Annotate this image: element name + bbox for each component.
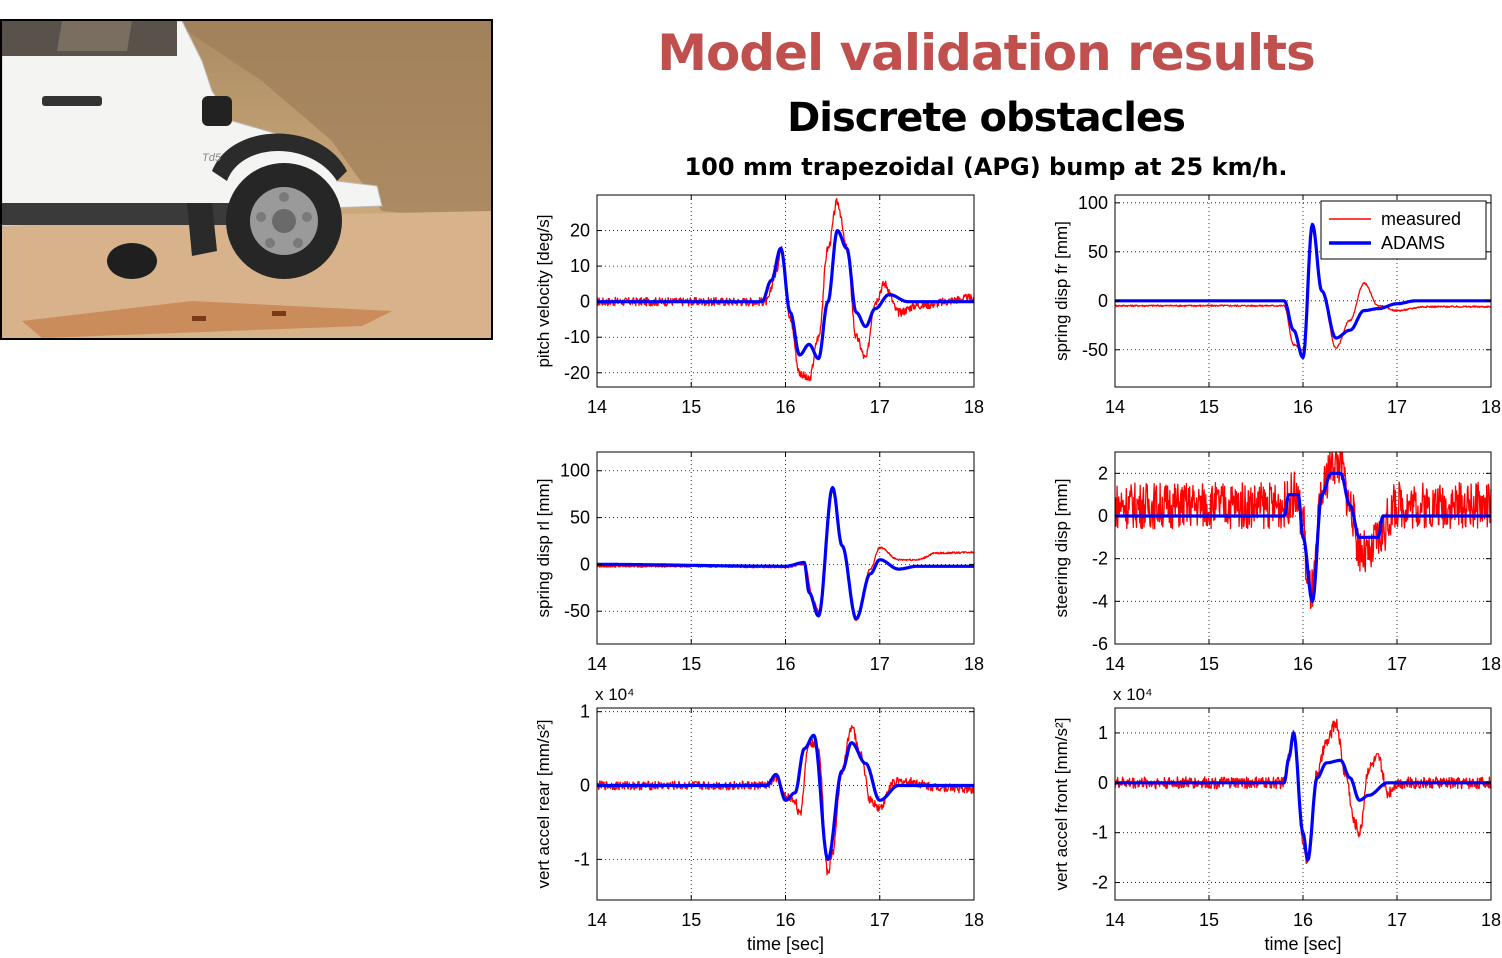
x-tick-label: 17 — [1387, 654, 1407, 674]
x-tick-label: 18 — [1481, 397, 1501, 417]
chart-5: 14 15 16 17 18 -1 0 1 vert accel rear [mm/s²] tim… — [534, 685, 984, 954]
vehicle-photo: Td5 — [0, 19, 493, 340]
y-axis-label: spring disp rl [mm] — [534, 479, 553, 618]
y-tick-label: -50 — [1082, 340, 1108, 360]
axis-multiplier: x 10⁴ — [595, 685, 634, 704]
x-tick-label: 15 — [681, 397, 701, 417]
series-adams-line — [596, 229, 975, 361]
x-axis-label: time [sec] — [1264, 934, 1341, 954]
x-tick-label: 15 — [681, 654, 701, 674]
x-tick-label: 17 — [870, 397, 890, 417]
y-tick-label: -2 — [1092, 873, 1108, 893]
x-tick-label: 18 — [964, 397, 984, 417]
y-tick-label: -1 — [574, 849, 590, 869]
y-tick-label: -20 — [564, 363, 590, 383]
x-tick-label: 17 — [1387, 397, 1407, 417]
y-tick-label: -6 — [1092, 634, 1108, 654]
x-tick-label: 18 — [1481, 910, 1501, 930]
chart-1: 14 15 16 17 18 -20 -10 0 10 20 pitch velocity [deg… — [534, 194, 984, 417]
y-tick-label: 0 — [580, 776, 590, 796]
y-tick-label: 0 — [1098, 291, 1108, 311]
x-tick-label: 15 — [1199, 654, 1219, 674]
page-subtitle: Discrete obstacles — [787, 95, 1186, 141]
y-tick-label: 1 — [1098, 723, 1108, 743]
y-axis-label: pitch velocity [deg/s] — [534, 214, 553, 367]
y-tick-label: -1 — [1092, 823, 1108, 843]
x-tick-label: 14 — [1105, 654, 1125, 674]
chart-6: 14 15 16 17 18 -2 -1 0 1 vert accel front [mm/s²]… — [1052, 685, 1501, 954]
series-adams-line — [1114, 222, 1492, 360]
vehicle-photo-illustration: Td5 — [2, 21, 491, 338]
y-tick-label: 50 — [570, 508, 590, 528]
vehicle-badge: Td5 — [202, 152, 222, 164]
x-tick-label: 14 — [587, 397, 607, 417]
y-tick-label: -4 — [1092, 591, 1108, 611]
y-axis-label: vert accel front [mm/s²] — [1052, 718, 1071, 891]
legend-label: ADAMS — [1381, 233, 1445, 253]
x-axis-label: time [sec] — [747, 934, 824, 954]
x-tick-label: 15 — [1199, 910, 1219, 930]
x-tick-label: 16 — [775, 654, 795, 674]
y-tick-label: 50 — [1088, 242, 1108, 262]
x-tick-label: 14 — [1105, 910, 1125, 930]
y-tick-label: 100 — [560, 461, 590, 481]
y-tick-label: -2 — [1092, 549, 1108, 569]
chart-4: 14 15 16 17 18 -6 -4 -2 0 2 steering disp [mm] — [1052, 451, 1501, 674]
y-tick-label: 0 — [1098, 773, 1108, 793]
y-tick-label: 2 — [1098, 463, 1108, 483]
y-axis-label: spring disp fr [mm] — [1052, 221, 1071, 361]
y-tick-label: -10 — [564, 327, 590, 347]
x-tick-label: 17 — [1387, 910, 1407, 930]
x-tick-label: 15 — [681, 910, 701, 930]
x-tick-label: 16 — [775, 397, 795, 417]
x-tick-label: 14 — [1105, 397, 1125, 417]
page-caption: 100 mm trapezoidal (APG) bump at 25 km/h… — [684, 153, 1288, 181]
series-adams-line — [1114, 471, 1492, 603]
x-tick-label: 16 — [1293, 654, 1313, 674]
x-tick-label: 14 — [587, 910, 607, 930]
series-adams-line — [596, 733, 975, 862]
legend-label: measured — [1381, 209, 1461, 229]
x-tick-label: 16 — [1293, 397, 1313, 417]
x-tick-label: 15 — [1199, 397, 1219, 417]
x-tick-label: 18 — [964, 910, 984, 930]
series-adams-line — [596, 486, 975, 621]
x-tick-label: 18 — [964, 654, 984, 674]
x-tick-label: 17 — [870, 654, 890, 674]
x-tick-label: 16 — [775, 910, 795, 930]
y-tick-label: 0 — [580, 292, 590, 312]
y-tick-label: 20 — [570, 221, 590, 241]
y-tick-label: 1 — [580, 702, 590, 722]
legend-box — [1320, 200, 1487, 260]
chart-2: 14 15 16 17 18 -50 0 50 100 spring disp fr [mm] me… — [1052, 193, 1501, 417]
axis-multiplier: x 10⁴ — [1113, 685, 1152, 704]
y-axis-label: steering disp [mm] — [1052, 479, 1071, 618]
y-tick-label: -50 — [564, 601, 590, 621]
chart-3: 14 15 16 17 18 -50 0 50 100 spring disp rl [mm] — [534, 451, 984, 674]
y-tick-label: 0 — [580, 554, 590, 574]
y-tick-label: 10 — [570, 256, 590, 276]
series-measured-line — [1114, 451, 1492, 610]
y-tick-label: 0 — [1098, 506, 1108, 526]
x-tick-label: 14 — [587, 654, 607, 674]
y-axis-label: vert accel rear [mm/s²] — [534, 719, 553, 888]
page-title: Model validation results — [657, 24, 1316, 82]
y-tick-label: 100 — [1078, 193, 1108, 213]
x-tick-label: 18 — [1481, 654, 1501, 674]
series-adams-line — [1114, 731, 1492, 862]
x-tick-label: 16 — [1293, 910, 1313, 930]
x-tick-label: 17 — [870, 910, 890, 930]
